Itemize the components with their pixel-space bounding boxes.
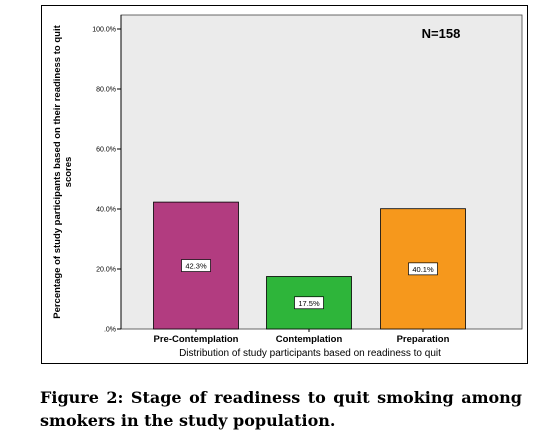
x-tick-label: Contemplation xyxy=(276,334,343,345)
data-label: 40.1% xyxy=(412,265,434,274)
y-tick-label: 40.0% xyxy=(96,207,116,214)
annotation-n: N=158 xyxy=(422,26,461,41)
data-label: 42.3% xyxy=(185,262,207,271)
figure-caption: Figure 2: Stage of readiness to quit smo… xyxy=(40,388,522,430)
x-tick-label: Preparation xyxy=(397,334,450,345)
bar-chart: .0% 20.0% 40.0% 60.0% 80.0% 100.0% 42.3% 17.5%… xyxy=(92,14,523,359)
y-tick-label: .0% xyxy=(104,327,116,334)
x-axis-title: Distribution of study participants based… xyxy=(179,348,441,359)
bars: 42.3% 17.5% 40.1% xyxy=(153,201,466,330)
y-axis-title: Percentage of study participants based o… xyxy=(52,25,74,319)
y-axis: .0% 20.0% 40.0% 60.0% 80.0% 100.0% xyxy=(92,15,122,334)
y-tick-label: 60.0% xyxy=(96,147,116,154)
data-label: 17.5% xyxy=(298,299,320,308)
y-tick-label: 20.0% xyxy=(96,267,116,274)
x-tick-labels: Pre-Contemplation Contemplation Preparatio… xyxy=(154,329,450,345)
y-tick-label: 100.0% xyxy=(92,27,116,34)
x-tick-label: Pre-Contemplation xyxy=(154,334,239,345)
data-label-box xyxy=(408,262,438,276)
data-label-box xyxy=(294,296,324,310)
data-label-box xyxy=(181,259,211,272)
y-tick-label: 80.0% xyxy=(96,87,116,94)
